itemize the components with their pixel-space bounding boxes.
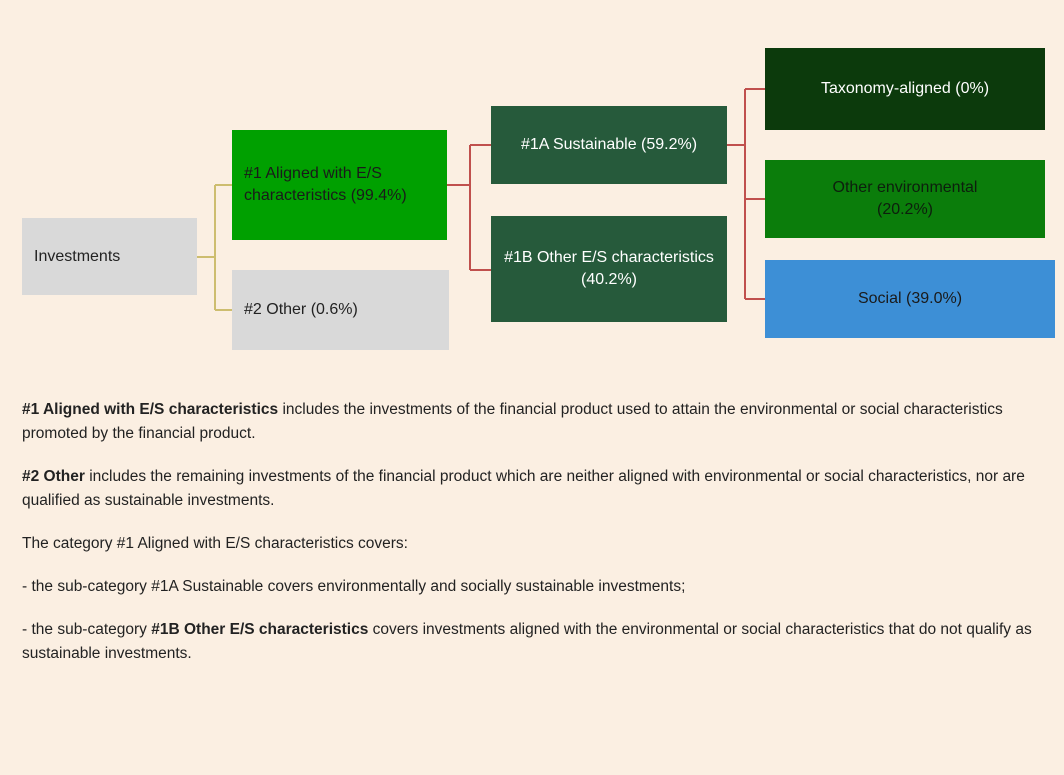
- node: Taxonomy-aligned (0%): [765, 48, 1045, 130]
- text: - the sub-category: [22, 621, 152, 638]
- text: includes the investments of the financia…: [22, 401, 1003, 442]
- node: Other environmental (20.2%): [765, 160, 1045, 238]
- node: #1 Aligned with E/S characteristics (99.…: [232, 130, 447, 240]
- description: #1 Aligned with E/S characteristics incl…: [22, 398, 1047, 685]
- node: #1A Sustainable (59.2%): [491, 106, 727, 184]
- connector: [197, 184, 232, 311]
- bold-text: #1 Aligned with E/S characteristics: [22, 401, 279, 418]
- node: #1B Other E/S characteristics (40.2%): [491, 216, 727, 322]
- text: The category #1 Aligned with E/S charact…: [22, 535, 408, 552]
- paragraph: - the sub-category #1B Other E/S charact…: [22, 618, 1047, 666]
- node: #2 Other (0.6%): [232, 270, 449, 350]
- text: covers investments aligned with the envi…: [22, 621, 1032, 662]
- node: Social (39.0%): [765, 260, 1055, 338]
- text: - the sub-category #1A Sustainable cover…: [22, 578, 686, 595]
- connector: [727, 88, 765, 300]
- paragraph: #1 Aligned with E/S characteristics incl…: [22, 398, 1047, 446]
- node: Investments: [22, 218, 197, 295]
- text: includes the remaining investments of th…: [22, 468, 1025, 509]
- paragraph: The category #1 Aligned with E/S charact…: [22, 532, 1047, 556]
- bold-text: #1B Other E/S characteristics: [151, 621, 369, 638]
- paragraph: #2 Other includes the remaining investme…: [22, 465, 1047, 513]
- paragraph: - the sub-category #1A Sustainable cover…: [22, 575, 1047, 599]
- connector: [447, 144, 491, 271]
- bold-text: #2 Other: [22, 468, 85, 485]
